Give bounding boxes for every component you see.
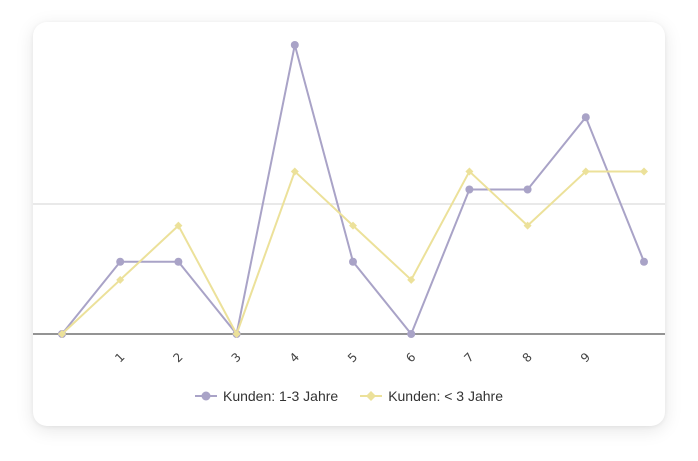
series-1-point-9[interactable] [581, 113, 590, 122]
series-2-point-5[interactable] [349, 221, 357, 230]
series-2 [58, 167, 648, 338]
x-tick-label-2: 2 [170, 350, 185, 365]
x-tick-labels: 1 2 3 4 5 6 7 8 9 [112, 350, 593, 365]
legend-label-series-1: Kunden: 1-3 Jahre [222, 388, 339, 404]
x-tick-label-4: 4 [287, 350, 302, 365]
series-1 [58, 41, 648, 338]
series-2-point-6[interactable] [407, 275, 416, 284]
series-2-point-1[interactable] [116, 275, 125, 284]
x-tick-label-9: 9 [578, 350, 593, 365]
legend: Kunden: 1-3 Jahre Kunden: < 3 Jahre [0, 388, 698, 404]
x-tick-label-8: 8 [520, 350, 535, 365]
series-2-line [61, 170, 644, 335]
legend-diamond-marker-icon [360, 391, 383, 401]
series-1-point-8[interactable] [523, 185, 532, 194]
chart-card [33, 22, 665, 426]
series-1-point-5[interactable] [349, 257, 357, 266]
series-2-point-7[interactable] [465, 167, 474, 176]
series-1-point-10[interactable] [640, 257, 648, 266]
x-tick-label-6: 6 [403, 350, 418, 365]
x-tick-label-1: 1 [112, 350, 127, 365]
series-2-point-3[interactable] [232, 330, 241, 338]
series-2-point-10[interactable] [640, 167, 648, 176]
series-2-point-4[interactable] [290, 167, 299, 176]
series-layer [58, 41, 648, 338]
legend-circle-marker-icon [194, 391, 217, 401]
x-tick-label-5: 5 [345, 350, 360, 365]
x-tick-label-3: 3 [229, 350, 244, 365]
series-2-point-2[interactable] [174, 221, 183, 230]
series-1-line [61, 44, 645, 335]
legend-item-series-2[interactable]: Kunden: < 3 Jahre [360, 388, 503, 404]
series-2-point-0[interactable] [58, 330, 66, 338]
series-1-point-2[interactable] [174, 257, 183, 266]
x-tick-label-7: 7 [461, 350, 476, 365]
series-2-point-9[interactable] [581, 167, 590, 176]
legend-item-series-1[interactable]: Kunden: 1-3 Jahre [194, 388, 339, 404]
legend-label-series-2: Kunden: < 3 Jahre [388, 388, 503, 404]
series-1-point-4[interactable] [290, 41, 299, 49]
series-2-point-8[interactable] [523, 221, 532, 230]
series-1-point-7[interactable] [465, 185, 474, 194]
series-1-point-1[interactable] [116, 257, 125, 266]
series-1-point-6[interactable] [407, 330, 416, 338]
